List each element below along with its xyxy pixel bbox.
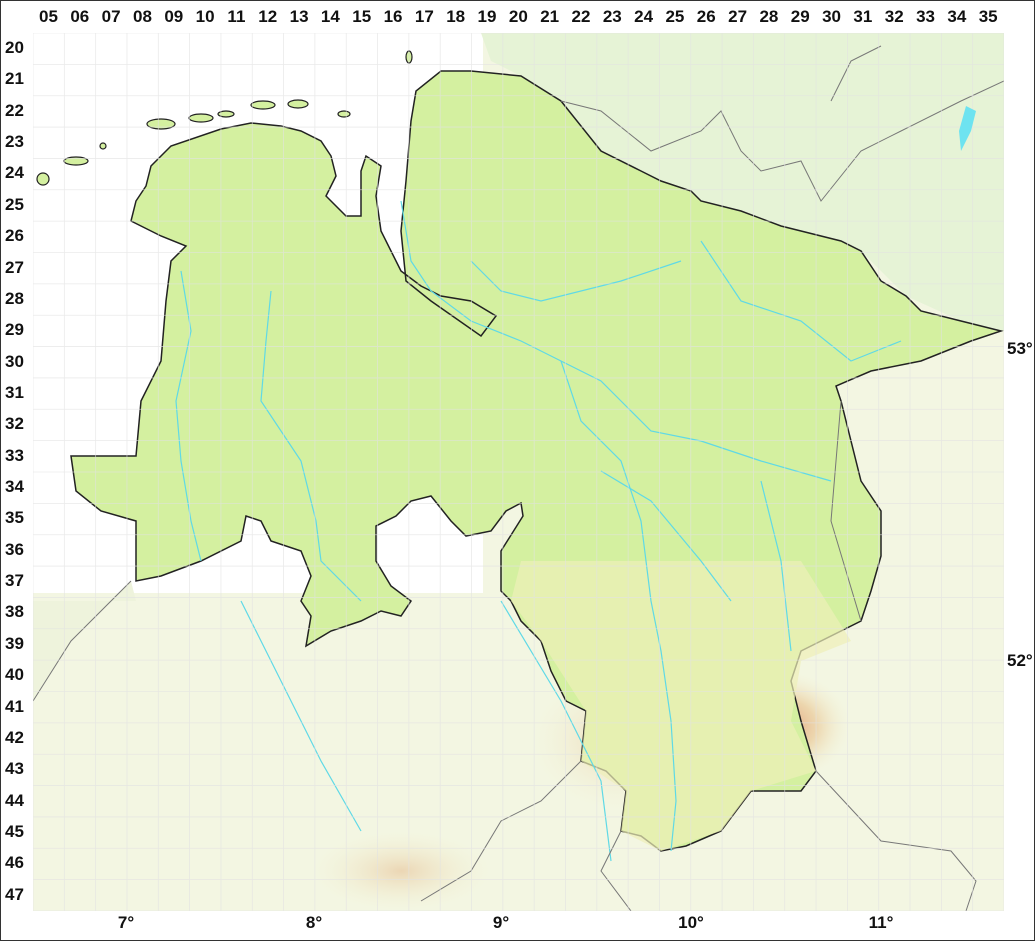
row-label: 41 — [5, 696, 24, 716]
row-label: 36 — [5, 539, 24, 559]
column-label: 06 — [70, 7, 90, 26]
column-label: 14 — [320, 7, 340, 26]
longitude-label: 7° — [117, 913, 135, 932]
latitude-label: 53° — [1007, 339, 1033, 358]
row-label: 21 — [5, 69, 24, 89]
grid-lines — [33, 33, 1004, 911]
northeast-land — [481, 33, 1004, 331]
row-label: 33 — [5, 445, 24, 465]
lake-schwerin — [959, 106, 976, 151]
longitude-label: 11° — [868, 913, 894, 932]
column-label: 21 — [540, 7, 560, 26]
column-label: 15 — [352, 7, 372, 26]
map-canvas — [33, 33, 1004, 911]
longitude-label: 8° — [305, 913, 323, 932]
column-label: 29 — [790, 7, 810, 26]
row-label: 37 — [5, 571, 24, 591]
row-label: 46 — [5, 853, 24, 873]
column-label: 11 — [227, 7, 246, 26]
row-label: 26 — [5, 226, 24, 246]
latitude-label: 52° — [1007, 651, 1033, 670]
column-label: 32 — [884, 7, 904, 26]
row-label: 27 — [5, 257, 24, 277]
column-label: 34 — [947, 7, 967, 26]
neighbor-borders — [33, 45, 1004, 911]
row-label: 39 — [5, 633, 24, 653]
column-label: 12 — [258, 7, 278, 26]
column-label: 30 — [822, 7, 842, 26]
column-label: 26 — [696, 7, 716, 26]
column-label: 33 — [916, 7, 935, 26]
column-label: 10 — [195, 7, 215, 26]
row-label: 29 — [5, 320, 24, 340]
highlands-southwest — [311, 831, 491, 911]
row-label: 22 — [5, 100, 24, 120]
row-label: 30 — [5, 351, 24, 371]
longitude-label: 10° — [678, 913, 704, 932]
column-label: 22 — [571, 7, 591, 26]
column-label: 09 — [164, 7, 184, 26]
column-label: 05 — [39, 7, 58, 26]
row-label: 34 — [5, 477, 24, 496]
column-label: 35 — [978, 7, 998, 26]
column-label: 25 — [665, 7, 685, 26]
column-label: 24 — [634, 7, 654, 26]
row-label: 32 — [5, 414, 24, 434]
column-label: 13 — [289, 7, 309, 26]
column-label: 31 — [853, 7, 873, 26]
row-label: 43 — [5, 759, 24, 779]
southern-plain — [511, 561, 851, 851]
row-label: 47 — [5, 884, 24, 904]
row-label: 25 — [5, 194, 24, 214]
row-label: 42 — [5, 727, 24, 747]
column-label: 28 — [759, 7, 779, 26]
column-label: 20 — [508, 7, 528, 26]
column-label: 18 — [446, 7, 466, 26]
row-label: 20 — [5, 38, 24, 57]
row-label: 28 — [5, 288, 24, 308]
column-label: 17 — [414, 7, 434, 26]
row-label: 31 — [5, 382, 24, 402]
row-label: 38 — [5, 602, 24, 622]
west-land — [33, 581, 136, 701]
column-label: 16 — [383, 7, 403, 26]
row-label: 35 — [5, 508, 24, 528]
column-label: 23 — [602, 7, 622, 26]
column-label: 07 — [101, 7, 121, 26]
row-label: 24 — [5, 163, 24, 183]
row-label: 45 — [5, 821, 24, 841]
column-label: 19 — [477, 7, 497, 26]
row-label: 23 — [5, 132, 24, 152]
longitude-label: 9° — [492, 913, 510, 932]
rivers — [175, 200, 902, 862]
column-label: 08 — [132, 7, 152, 26]
islands — [36, 50, 413, 186]
row-label: 44 — [5, 790, 24, 810]
column-label: 27 — [728, 7, 748, 26]
row-label: 40 — [5, 665, 24, 685]
